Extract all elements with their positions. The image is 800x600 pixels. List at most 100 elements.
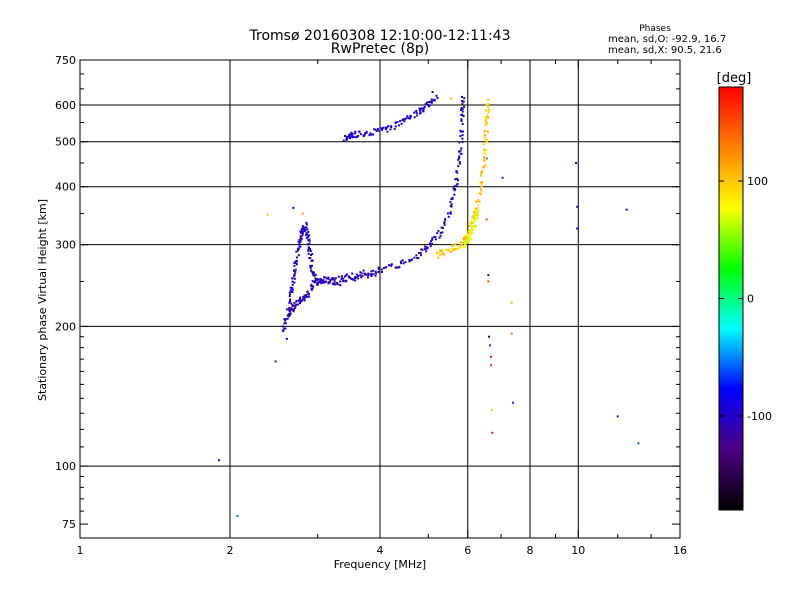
data-point [288,295,291,298]
data-point [471,215,474,218]
data-point [291,304,294,306]
stats-x-line: mean, sd,X: 90.5, 21.6 [608,45,722,56]
data-point [510,301,513,304]
data-point [380,268,383,271]
data-point [299,239,302,242]
data-point [378,268,381,271]
data-point [484,116,487,119]
data-point [308,242,311,245]
data-point [458,157,461,160]
data-point [405,117,408,120]
data-point [312,285,315,288]
data-point [297,254,300,257]
data-point [306,228,309,231]
data-point [370,273,373,276]
stats-heading: Phases [639,24,671,34]
data-point [325,277,328,280]
data-point [449,97,452,100]
data-point [413,256,416,259]
data-point [426,246,429,249]
data-point [350,133,353,136]
data-point [295,303,298,306]
stats-o-line: mean, sd,O: -92.9, 16.7 [608,34,726,45]
data-point [332,277,335,280]
data-point [441,249,444,252]
data-point [469,231,472,233]
data-point [337,275,340,278]
data-point [473,220,476,222]
data-point [460,152,463,155]
data-point [464,245,466,248]
data-point [462,100,465,103]
data-point [362,269,365,272]
data-point [367,272,370,275]
data-point [310,269,313,272]
data-point [370,270,373,273]
data-point [461,100,464,102]
data-point [483,130,486,133]
data-point [295,250,298,253]
data-point [439,234,442,237]
data-point [421,248,424,251]
data-point [416,114,419,117]
data-point [295,259,298,262]
data-point [311,253,314,256]
axes: 1 2 4 6 8 10 16 75 100 200 300 400 500 600 750 [55,54,687,557]
data-point [381,127,384,130]
data-point [457,165,460,168]
data-point [344,134,346,137]
data-point [349,277,352,279]
data-point [482,165,485,168]
data-point [425,250,428,253]
data-point [462,130,464,133]
data-point [485,121,488,124]
data-point [396,121,399,124]
data-point [462,241,465,244]
data-point [294,304,297,307]
data-point [293,281,296,284]
data-point [295,262,298,265]
data-point [439,249,442,252]
data-point [637,442,640,445]
data-point [355,273,358,276]
data-point [357,277,360,280]
data-point [377,266,380,269]
data-point [288,307,291,309]
data-point [302,298,305,301]
data-point [435,94,438,97]
data-point [316,283,319,286]
data-point [475,214,478,216]
data-point [490,409,493,412]
data-point [431,237,434,240]
data-point [463,236,466,239]
data-point [430,240,432,243]
data-point [423,106,426,108]
data-point [310,285,313,288]
data-point [299,296,302,299]
data-point [489,344,491,347]
data-point [385,126,388,129]
data-point [488,335,490,338]
data-point [298,238,301,241]
data-point [317,278,319,281]
data-point [616,415,619,418]
data-point [426,101,429,104]
data-point [442,251,445,254]
data-point [458,161,461,163]
y-tick-label: 75 [62,518,76,531]
data-point [431,100,433,103]
data-point [451,244,454,246]
data-point [355,276,358,279]
data-point [472,222,475,224]
data-point [418,107,421,110]
data-point [485,139,487,141]
data-point [487,110,490,113]
data-point [452,187,455,190]
data-point [461,140,464,143]
data-point [443,222,446,224]
y-tick-label: 300 [55,239,76,252]
data-point [490,364,492,367]
data-point [382,126,385,129]
x-axis-label: Frequency [MHz] [334,558,426,571]
data-point [327,282,330,285]
